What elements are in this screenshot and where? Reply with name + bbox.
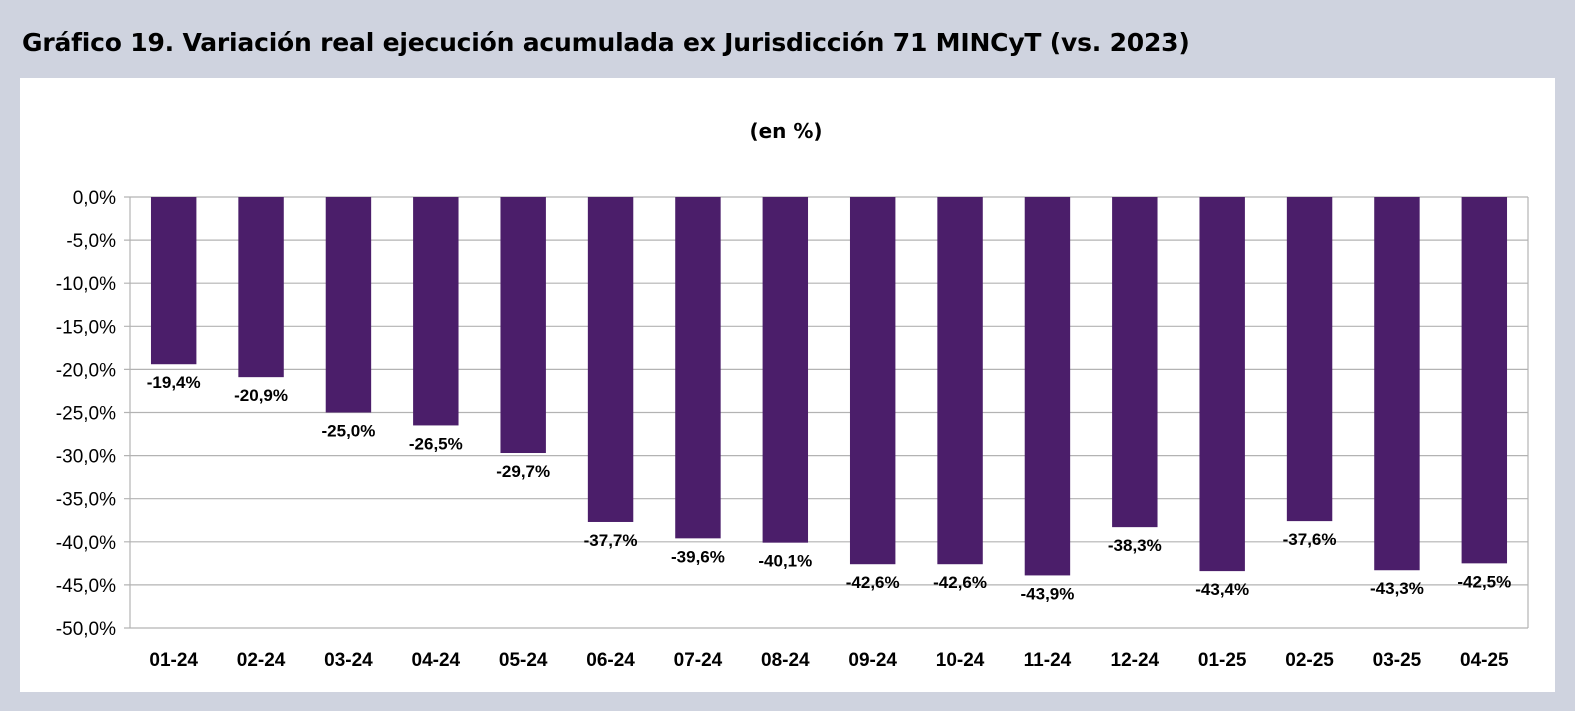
axes: 0,0% -5,0% -10,0% -15,0% -20,0% -25,0% -30,0% -… xyxy=(56,188,1529,671)
data-label: -42,6% xyxy=(846,573,900,592)
data-label: -38,3% xyxy=(1108,536,1162,555)
x-tick-label: 04-24 xyxy=(412,650,461,671)
y-tick-label: -10,0% xyxy=(56,274,116,295)
data-labels: -19,4% -20,9% -25,0% -26,5% -29,7% -37,7% -39,… xyxy=(147,373,1512,603)
data-label: -39,6% xyxy=(671,547,725,566)
data-label: -43,9% xyxy=(1021,584,1075,603)
data-label: -37,7% xyxy=(584,531,638,550)
x-tick-label: 03-25 xyxy=(1373,650,1422,671)
bar xyxy=(325,197,372,413)
x-tick-label: 06-24 xyxy=(586,650,635,671)
x-tick-label: 02-24 xyxy=(237,650,286,671)
x-tick-label: 05-24 xyxy=(499,650,548,671)
x-tick-label: 01-24 xyxy=(149,650,198,671)
y-tick-label: -35,0% xyxy=(56,490,116,511)
y-tick-label: -15,0% xyxy=(56,317,116,338)
data-label: -43,3% xyxy=(1370,579,1424,598)
x-tick-label: 01-25 xyxy=(1198,650,1247,671)
bar xyxy=(587,197,634,522)
bar xyxy=(1461,197,1508,564)
x-tick-label: 04-25 xyxy=(1460,650,1509,671)
x-tick-label: 09-24 xyxy=(848,650,897,671)
y-tick-label: -45,0% xyxy=(56,576,116,597)
bar xyxy=(762,197,809,543)
bar xyxy=(413,197,459,426)
y-tick-label: -30,0% xyxy=(56,447,116,468)
bar xyxy=(675,197,721,539)
y-tick-label: -5,0% xyxy=(66,231,116,252)
data-label: -26,5% xyxy=(409,434,463,453)
bar xyxy=(937,197,983,565)
bar xyxy=(1374,197,1420,571)
y-tick-label: -50,0% xyxy=(56,619,116,640)
bar xyxy=(500,197,546,454)
figure-title: Gráfico 19. Variación real ejecución acu… xyxy=(22,28,1190,57)
y-tick-label: -40,0% xyxy=(56,533,116,554)
x-tick-label: 02-25 xyxy=(1285,650,1334,671)
x-tick-label: 07-24 xyxy=(674,650,723,671)
data-label: -19,4% xyxy=(147,373,201,392)
bar xyxy=(1024,197,1071,576)
y-tick-label: -25,0% xyxy=(56,404,116,425)
bar xyxy=(150,197,197,365)
data-label: -25,0% xyxy=(322,422,376,441)
x-tick-label: 12-24 xyxy=(1111,650,1160,671)
bar xyxy=(1112,197,1158,528)
bar xyxy=(1199,197,1245,572)
chart-subtitle: (en %) xyxy=(749,119,822,143)
bar xyxy=(1286,197,1333,522)
y-tick-label: -20,0% xyxy=(56,360,116,381)
data-label: -29,7% xyxy=(496,462,550,481)
x-tick-label: 11-24 xyxy=(1024,650,1072,671)
data-label: -43,4% xyxy=(1195,580,1249,599)
x-tick-label: 03-24 xyxy=(324,650,373,671)
data-label: -42,6% xyxy=(933,573,987,592)
x-tick-label: 10-24 xyxy=(936,650,985,671)
data-label: -37,6% xyxy=(1283,530,1337,549)
bar xyxy=(238,197,284,378)
bars xyxy=(150,197,1508,576)
bar xyxy=(849,197,896,565)
x-tick-label: 08-24 xyxy=(761,650,810,671)
data-label: -20,9% xyxy=(234,386,288,405)
data-label: -42,5% xyxy=(1457,572,1511,591)
y-tick-label: 0,0% xyxy=(73,188,116,209)
data-label: -40,1% xyxy=(758,552,812,571)
